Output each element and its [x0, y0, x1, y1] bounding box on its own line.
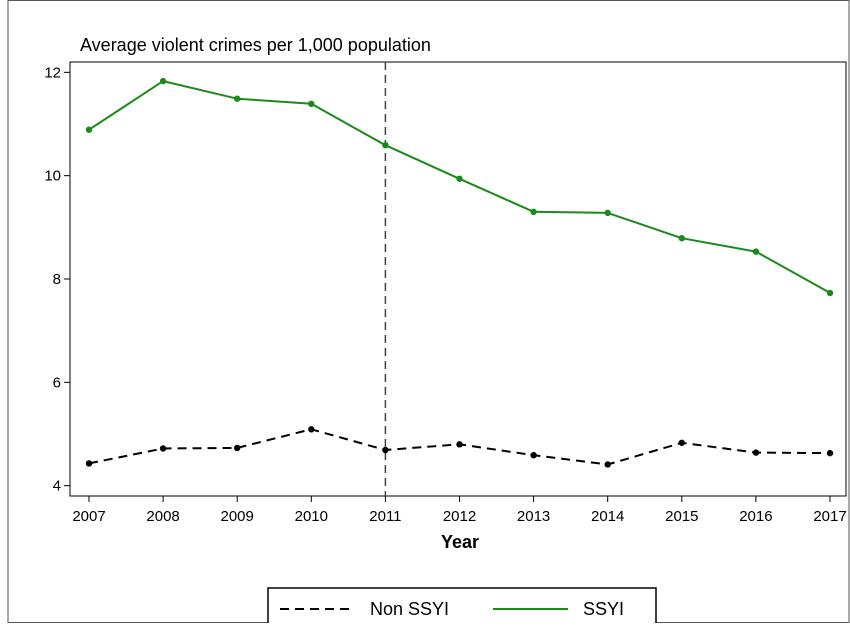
data-point-ssyi [234, 95, 241, 102]
data-point-ssyi [308, 100, 315, 108]
legend-label-non-ssyi: Non SSYI [370, 599, 449, 619]
x-tick-label: 2014 [591, 508, 624, 525]
data-point-non-ssyi [234, 444, 241, 452]
outer-frame [7, 0, 850, 623]
y-tick-label: 10 [44, 168, 61, 185]
y-tick-label: 4 [53, 478, 61, 495]
y-tick-label: 12 [44, 64, 61, 81]
data-point-non-ssyi [530, 451, 537, 459]
x-tick-label: 2007 [72, 508, 105, 525]
data-point-non-ssyi [752, 449, 760, 456]
x-tick-label: 2012 [443, 508, 476, 525]
legend: Non SSYI SSYI [267, 587, 657, 628]
x-axis-title: Year [441, 532, 479, 552]
x-tick-label: 2016 [739, 508, 772, 525]
data-point-ssyi [752, 248, 760, 255]
data-point-non-ssyi [308, 426, 315, 433]
data-point-ssyi [604, 209, 611, 217]
data-point-ssyi [85, 126, 93, 133]
data-point-ssyi [159, 77, 167, 85]
data-point-non-ssyi [678, 439, 685, 446]
data-point-non-ssyi [85, 460, 93, 467]
x-tick-label: 2017 [813, 508, 846, 525]
data-point-ssyi [530, 208, 537, 216]
data-point-ssyi [678, 234, 685, 242]
x-tick-label: 2015 [665, 508, 698, 525]
chart-title: Average violent crimes per 1,000 populat… [80, 35, 431, 55]
data-point-non-ssyi [159, 445, 167, 452]
y-tick-label: 6 [53, 374, 61, 391]
x-tick-label: 2013 [517, 508, 550, 525]
data-point-non-ssyi [456, 441, 463, 448]
x-tick-label: 2011 [369, 508, 401, 525]
data-point-non-ssyi [826, 449, 834, 457]
plot-area: 4 6 8 10 12 2007 2008 2009 2010 2011 2012 2013 2014 2… [44, 61, 847, 525]
data-point-ssyi [382, 141, 389, 149]
data-point-ssyi [456, 175, 463, 182]
data-point-ssyi [826, 289, 834, 297]
x-tick-label: 2008 [146, 508, 179, 525]
y-tick-label: 8 [53, 271, 61, 288]
x-tick-label: 2010 [295, 508, 328, 525]
data-point-non-ssyi [604, 461, 611, 468]
x-tick-label: 2009 [221, 508, 254, 525]
data-point-non-ssyi [382, 446, 389, 454]
legend-label-ssyi: SSYI [583, 599, 624, 619]
